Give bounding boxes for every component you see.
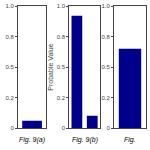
svg-text:Fig. 9(b): Fig. 9(b): [72, 136, 98, 144]
svg-text:0.5: 0.5: [101, 64, 110, 70]
svg-text:0.8: 0.8: [101, 34, 110, 40]
svg-text:1.0: 1.0: [5, 3, 14, 9]
svg-text:0.2: 0.2: [101, 95, 110, 101]
svg-text:0: 0: [106, 125, 110, 131]
svg-text:0.8: 0.8: [5, 34, 14, 40]
svg-text:0: 0: [62, 125, 66, 131]
svg-text:1.0: 1.0: [101, 3, 110, 9]
svg-text:0.2: 0.2: [57, 95, 66, 101]
svg-text:0: 0: [10, 125, 14, 131]
svg-text:1.0: 1.0: [57, 3, 66, 9]
svg-text:0.5: 0.5: [5, 64, 14, 70]
svg-text:0.5: 0.5: [57, 64, 66, 70]
svg-text:0.2: 0.2: [5, 95, 14, 101]
svg-text:Fig. 9(a): Fig. 9(a): [19, 136, 45, 144]
svg-text:Probable Value: Probable Value: [47, 43, 54, 90]
svg-text:Fig.: Fig.: [124, 136, 136, 144]
svg-text:0.8: 0.8: [57, 34, 66, 40]
